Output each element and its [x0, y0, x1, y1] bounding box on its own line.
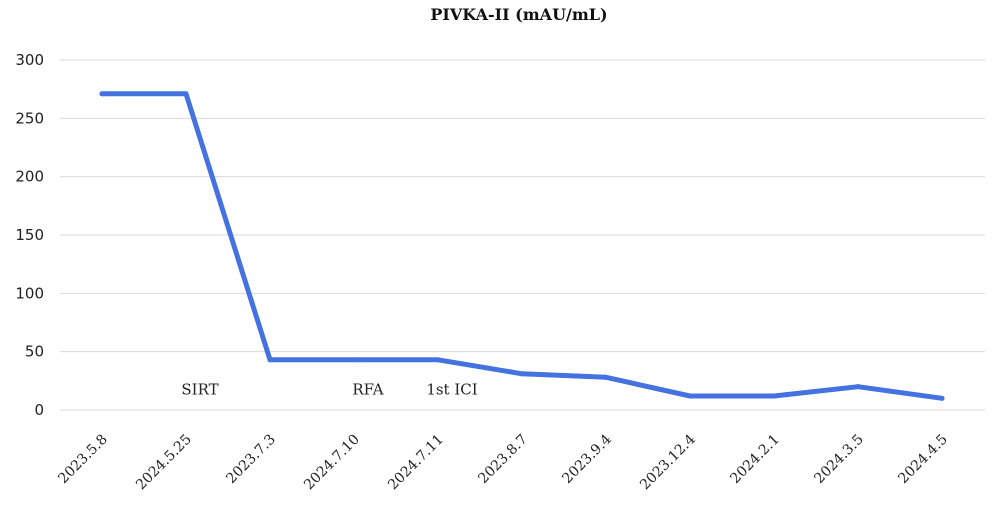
- x-tick-label: 2023.7.3: [223, 432, 278, 487]
- y-tick-label: 50: [25, 343, 44, 361]
- y-tick-label: 100: [15, 284, 44, 302]
- y-tick-label: 250: [15, 109, 44, 127]
- gridlines: [60, 59, 985, 411]
- data-point: [183, 91, 189, 97]
- data-point: [771, 393, 777, 399]
- x-tick-label: 2023.5.8: [55, 432, 110, 487]
- x-tick-label: 2024.3.5: [811, 432, 866, 487]
- series-line: [99, 91, 945, 401]
- series-layer: [99, 91, 945, 401]
- x-tick-label: 2023.12.4: [637, 431, 699, 493]
- data-point: [99, 91, 105, 97]
- x-tick-label: 2024.5.25: [133, 432, 195, 494]
- annotation-label: RFA: [352, 381, 383, 399]
- data-point: [435, 357, 441, 363]
- data-point: [603, 374, 609, 380]
- y-tick-label: 0: [34, 401, 44, 419]
- y-axis-ticks: 0 50 100 150 200 250 300: [15, 51, 44, 419]
- x-tick-label: 2024.7.10: [301, 432, 363, 494]
- x-tick-label: 2024.2.1: [727, 432, 782, 487]
- data-point: [351, 357, 357, 363]
- x-axis-ticks: 2023.5.8 2024.5.25 2023.7.3 2024.7.10 2024.7…: [55, 431, 950, 493]
- annotations: SIRT RFA 1st ICI: [181, 381, 477, 399]
- data-point: [855, 384, 861, 390]
- y-tick-label: 200: [15, 168, 44, 186]
- data-point: [687, 393, 693, 399]
- y-tick-label: 150: [15, 226, 44, 244]
- annotation-label: 1st ICI: [426, 381, 477, 399]
- y-tick-label: 300: [15, 51, 44, 69]
- data-point: [939, 395, 945, 401]
- annotation-label: SIRT: [181, 381, 218, 399]
- x-tick-label: 2024.7.11: [385, 432, 447, 494]
- data-point: [267, 357, 273, 363]
- x-tick-label: 2024.4.5: [895, 432, 950, 487]
- data-point: [519, 371, 525, 377]
- x-tick-label: 2023.9.4: [559, 431, 614, 486]
- chart-title: PIVKA-II (mAU/mL): [430, 5, 607, 24]
- x-tick-label: 2023.8.7: [475, 432, 530, 487]
